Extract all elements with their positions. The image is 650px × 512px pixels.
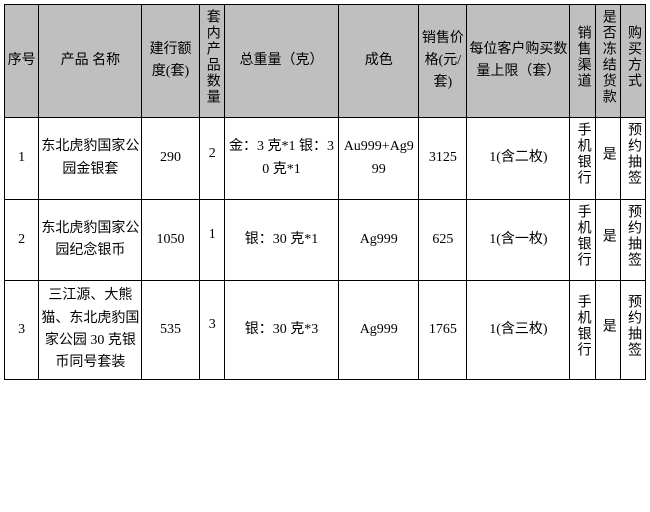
cell-text: 3125 [429, 147, 457, 169]
cell-text: 535 [160, 319, 181, 341]
col-price-header: 销售价格(元/套) [419, 5, 467, 118]
cell-text: 是 [599, 318, 617, 334]
cell-text: Ag999 [360, 319, 398, 341]
col-purity-header: 成色 [339, 5, 419, 118]
cell-text: 手机银行 [573, 204, 591, 268]
col-name-header: 产品 名称 [39, 5, 142, 118]
cell-text: 1 [18, 147, 25, 169]
cell-quota: 290 [142, 118, 199, 199]
cell-inner_count: 1 [199, 199, 224, 280]
cell-seq: 1 [5, 118, 39, 199]
cell-text: 1050 [156, 229, 184, 251]
cell-purity: Ag999 [339, 281, 419, 380]
cell-method: 预约抽签 [620, 118, 645, 199]
cell-text: 是 [599, 146, 617, 162]
cell-purity: Au999+Ag999 [339, 118, 419, 199]
cell-text: Au999+Ag999 [341, 136, 416, 181]
cell-text: 1(含三枚) [489, 319, 547, 341]
cell-name: 三江源、大熊猫、东北虎豹国家公园 30 克银币同号套装 [39, 281, 142, 380]
cell-freeze: 是 [595, 199, 620, 280]
cell-text: 1 [203, 227, 221, 244]
product-table: 序号 产品 名称 建行额度(套) 套内产品数量 总重量（克） 成色 销售价格(元… [4, 4, 646, 380]
cell-seq: 3 [5, 281, 39, 380]
cell-limit: 1(含三枚) [467, 281, 570, 380]
cell-purity: Ag999 [339, 199, 419, 280]
cell-method: 预约抽签 [620, 281, 645, 380]
cell-inner_count: 3 [199, 281, 224, 380]
cell-channel: 手机银行 [570, 199, 595, 280]
cell-text: 290 [160, 147, 181, 169]
table-row: 3 三江源、大熊猫、东北虎豹国家公园 30 克银币同号套装 535 3 银：30 克*3… [5, 281, 646, 380]
cell-text: 625 [432, 229, 453, 251]
cell-text: 银：30 克*3 [245, 319, 319, 341]
table-row: 2 东北虎豹国家公园纪念银币 1050 1 银：30 克*1 Ag999 625 1(含一枚)… [5, 199, 646, 280]
cell-text: 手机银行 [573, 122, 591, 186]
col-channel-header: 销售渠道 [570, 5, 595, 118]
cell-weight: 银：30 克*1 [224, 199, 338, 280]
cell-weight: 银：30 克*3 [224, 281, 338, 380]
cell-text: Ag999 [360, 229, 398, 251]
cell-price: 1765 [419, 281, 467, 380]
table-row: 1 东北虎豹国家公园金银套 290 2 金：3 克*1 银：30 克*1Au999+Ag… [5, 118, 646, 199]
cell-text: 手机银行 [573, 294, 591, 358]
cell-text: 1(含二枚) [489, 147, 547, 169]
cell-freeze: 是 [595, 281, 620, 380]
cell-limit: 1(含一枚) [467, 199, 570, 280]
table-body: 1 东北虎豹国家公园金银套 290 2 金：3 克*1 银：30 克*1Au999+Ag… [5, 118, 646, 379]
cell-text: 银：30 克*1 [245, 229, 319, 251]
cell-text: 预约抽签 [624, 122, 642, 186]
col-quota-header: 建行额度(套) [142, 5, 199, 118]
cell-text: 东北虎豹国家公园纪念银币 [41, 218, 139, 263]
cell-text: 1765 [429, 319, 457, 341]
col-limit-header: 每位客户购买数量上限（套） [467, 5, 570, 118]
cell-text: 金：3 克*1 银：30 克*1 [227, 136, 336, 181]
col-method-header: 购买方式 [620, 5, 645, 118]
cell-channel: 手机银行 [570, 281, 595, 380]
cell-text: 预约抽签 [624, 294, 642, 358]
cell-quota: 535 [142, 281, 199, 380]
cell-price: 3125 [419, 118, 467, 199]
cell-name: 东北虎豹国家公园纪念银币 [39, 199, 142, 280]
cell-quota: 1050 [142, 199, 199, 280]
cell-seq: 2 [5, 199, 39, 280]
cell-text: 预约抽签 [624, 204, 642, 268]
cell-freeze: 是 [595, 118, 620, 199]
cell-channel: 手机银行 [570, 118, 595, 199]
cell-limit: 1(含二枚) [467, 118, 570, 199]
cell-text: 2 [18, 229, 25, 251]
col-freeze-header: 是否冻结货款 [595, 5, 620, 118]
col-seq-header: 序号 [5, 5, 39, 118]
cell-name: 东北虎豹国家公园金银套 [39, 118, 142, 199]
cell-price: 625 [419, 199, 467, 280]
cell-text: 三江源、大熊猫、东北虎豹国家公园 30 克银币同号套装 [41, 285, 139, 375]
cell-text: 2 [203, 146, 221, 163]
cell-inner_count: 2 [199, 118, 224, 199]
cell-text: 3 [18, 319, 25, 341]
cell-text: 1(含一枚) [489, 229, 547, 251]
cell-text: 是 [599, 228, 617, 244]
cell-weight: 金：3 克*1 银：30 克*1 [224, 118, 338, 199]
cell-text: 东北虎豹国家公园金银套 [41, 136, 139, 181]
cell-method: 预约抽签 [620, 199, 645, 280]
col-weight-header: 总重量（克） [224, 5, 338, 118]
header-row: 序号 产品 名称 建行额度(套) 套内产品数量 总重量（克） 成色 销售价格(元… [5, 5, 646, 118]
col-inner-header: 套内产品数量 [199, 5, 224, 118]
cell-text: 3 [203, 317, 221, 334]
